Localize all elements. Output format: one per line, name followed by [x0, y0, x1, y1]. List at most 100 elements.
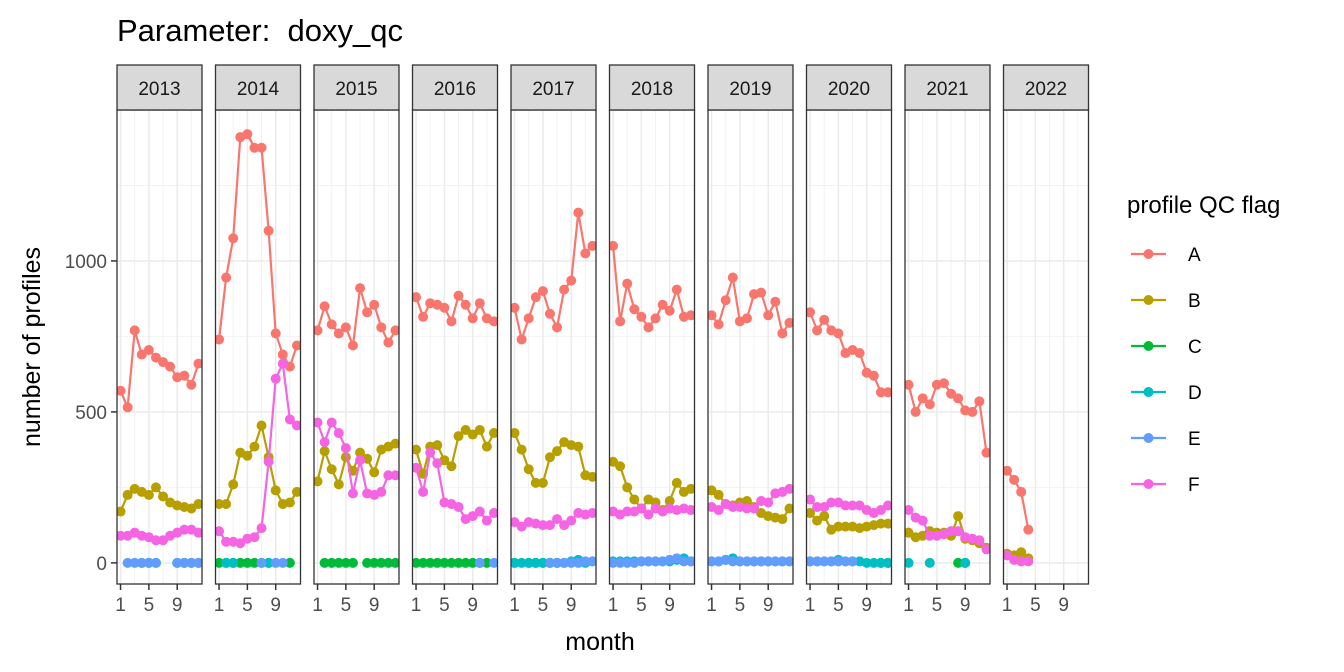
point-D	[875, 557, 886, 568]
point-A	[875, 387, 886, 398]
point-C	[326, 557, 337, 568]
point-D	[516, 557, 527, 568]
point-A	[882, 387, 892, 398]
point-E	[741, 556, 752, 567]
point-B	[412, 444, 422, 455]
y-tick-label: 500	[75, 403, 107, 424]
point-B	[488, 428, 498, 439]
point-A	[537, 286, 548, 297]
point-B	[806, 508, 816, 519]
point-A	[221, 272, 232, 283]
point-B	[390, 438, 399, 449]
point-E	[566, 557, 577, 568]
point-C	[383, 557, 394, 568]
point-B	[713, 489, 724, 500]
point-B	[1016, 547, 1027, 558]
panel-background	[1003, 110, 1089, 584]
point-B	[615, 461, 626, 472]
point-E	[643, 556, 654, 567]
facet-strip	[1002, 64, 1090, 111]
point-E	[840, 556, 851, 567]
point-F	[741, 503, 752, 514]
legend-key-point	[1143, 249, 1154, 259]
facet-strip-label: 2013	[138, 79, 180, 100]
point-A	[967, 406, 978, 417]
legend-key-point	[1143, 479, 1154, 489]
point-F	[256, 523, 267, 534]
point-D	[924, 557, 935, 568]
point-B	[812, 515, 823, 526]
point-A	[439, 302, 450, 313]
point-F	[474, 506, 485, 517]
point-A	[629, 304, 640, 315]
point-D	[263, 557, 274, 568]
point-B	[882, 518, 892, 529]
point-A	[946, 388, 957, 399]
point-F	[215, 526, 225, 537]
facet-strip	[510, 64, 597, 111]
point-F	[263, 456, 274, 467]
point-A	[763, 310, 774, 321]
x-tick-label: 9	[467, 595, 478, 616]
point-C	[390, 557, 399, 568]
point-E	[650, 556, 661, 567]
point-A	[819, 314, 830, 325]
point-A	[383, 337, 394, 348]
x-tick-label: 5	[242, 595, 253, 616]
point-F	[314, 417, 323, 428]
point-C	[425, 557, 436, 568]
point-F	[685, 505, 695, 516]
point-B	[256, 420, 267, 431]
point-F	[537, 520, 548, 531]
point-B	[622, 482, 633, 493]
point-B	[685, 483, 695, 494]
point-F	[713, 505, 724, 516]
panel-background	[905, 110, 990, 584]
point-E	[186, 557, 197, 568]
x-tick-label: 9	[566, 595, 577, 616]
point-F	[847, 500, 858, 511]
point-A	[347, 340, 358, 351]
point-E	[727, 556, 738, 567]
point-F	[727, 502, 738, 513]
point-F	[235, 538, 246, 549]
point-B	[474, 425, 485, 436]
point-C	[347, 557, 358, 568]
point-F	[905, 505, 914, 516]
x-tick-label: 5	[833, 595, 844, 616]
point-B	[833, 521, 844, 532]
point-B	[467, 429, 478, 440]
point-A	[974, 396, 985, 407]
point-A	[981, 447, 990, 458]
point-B	[228, 479, 239, 490]
point-F	[622, 506, 633, 517]
facet-panel-2022: 2022	[1002, 64, 1090, 585]
point-E	[488, 557, 498, 568]
point-E	[150, 557, 161, 568]
facet-strip	[608, 64, 696, 111]
point-C	[242, 557, 253, 568]
point-A	[685, 310, 695, 321]
legend-item-C: C	[1131, 337, 1202, 358]
point-E	[763, 556, 774, 567]
point-B	[186, 503, 197, 514]
point-A	[143, 345, 154, 356]
point-B	[516, 444, 527, 455]
point-D	[530, 557, 541, 568]
legend-title: profile QC flag	[1127, 192, 1280, 219]
point-E	[559, 557, 570, 568]
legend-key-point	[1143, 295, 1154, 305]
point-B	[446, 461, 457, 472]
point-E	[277, 557, 288, 568]
point-E	[587, 556, 596, 567]
point-F	[1016, 556, 1027, 567]
x-tick-label: 5	[439, 595, 450, 616]
facet-strip-label: 2021	[926, 79, 968, 100]
point-E	[615, 557, 626, 568]
point-A	[488, 316, 498, 327]
point-A	[474, 298, 485, 309]
point-F	[924, 530, 935, 541]
point-E	[193, 557, 202, 568]
point-B	[369, 467, 380, 478]
